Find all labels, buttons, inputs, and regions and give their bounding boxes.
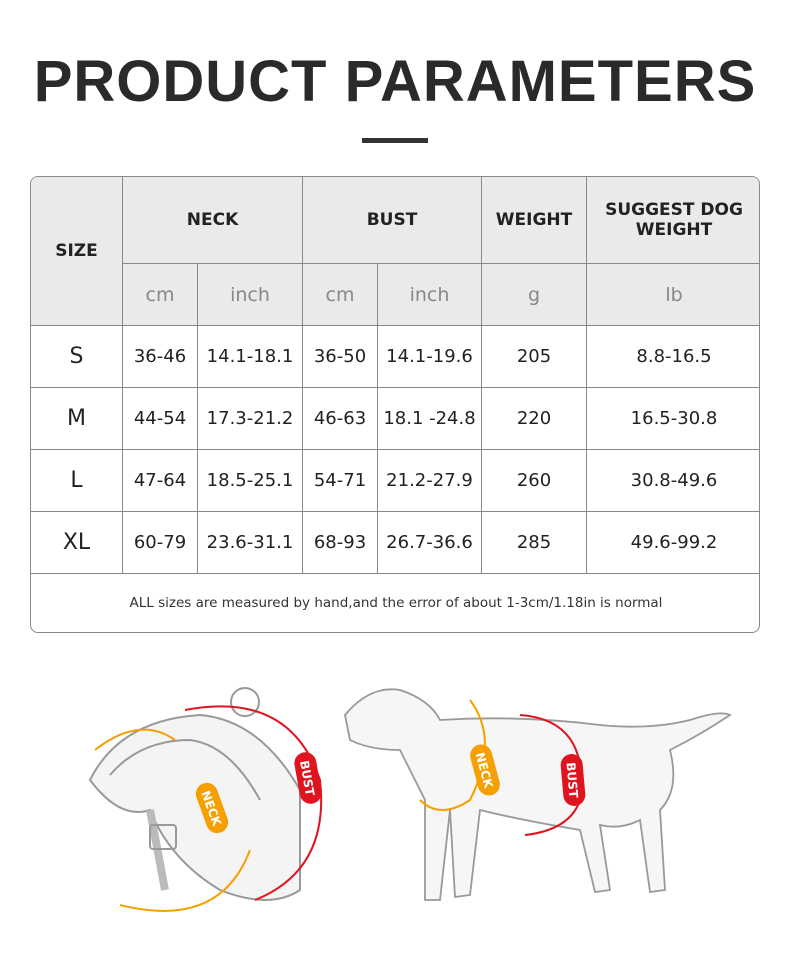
unit-cell: lb	[587, 264, 759, 326]
table-cell: 21.2-27.9	[378, 450, 482, 512]
table-cell: 47-64	[123, 450, 198, 512]
table-cell: 260	[482, 450, 587, 512]
table-cell: 36-46	[123, 326, 198, 388]
measurement-illustrations: NECK BUST NECK BUST	[0, 660, 790, 956]
table-cell: 60-79	[123, 512, 198, 574]
svg-text:BUST: BUST	[563, 762, 580, 800]
page-title: PRODUCT PARAMETERS	[33, 49, 757, 114]
table-cell: 14.1-19.6	[378, 326, 482, 388]
header-neck: NECK	[123, 177, 303, 264]
table-cell: 46-63	[303, 388, 378, 450]
table-cell: 18.1 -24.8	[378, 388, 482, 450]
harness-illustration	[88, 687, 301, 901]
table-cell: 30.8-49.6	[587, 450, 759, 512]
table-cell: 26.7-36.6	[378, 512, 482, 574]
unit-cell: g	[482, 264, 587, 326]
size-label: XL	[31, 512, 123, 574]
size-label: M	[31, 388, 123, 450]
table-cell: 220	[482, 388, 587, 450]
bust-badge-dog: BUST	[560, 754, 586, 806]
table-cell: 18.5-25.1	[198, 450, 303, 512]
table-cell: 14.1-18.1	[198, 326, 303, 388]
neck-badge-dog: NECK	[470, 744, 500, 796]
unit-cell: inch	[378, 264, 482, 326]
header-weight: WEIGHT	[482, 177, 587, 264]
table-cell: 54-71	[303, 450, 378, 512]
table-cell: 36-50	[303, 326, 378, 388]
dog-illustration	[344, 688, 732, 901]
measurement-note: ALL sizes are measured by hand,and the e…	[129, 595, 663, 611]
unit-cell: cm	[303, 264, 378, 326]
svg-text:BUST: BUST	[297, 759, 317, 797]
title-divider	[362, 138, 428, 143]
table-cell: 23.6-31.1	[198, 512, 303, 574]
bust-badge-harness: BUST	[294, 752, 322, 804]
size-label: L	[31, 450, 123, 512]
header-suggest-dog-weight: SUGGEST DOG WEIGHT	[587, 177, 759, 264]
table-cell: 205	[482, 326, 587, 388]
table-cell: 44-54	[123, 388, 198, 450]
table-cell: 49.6-99.2	[587, 512, 759, 574]
header-size: SIZE	[31, 177, 123, 326]
table-cell: 17.3-21.2	[198, 388, 303, 450]
size-table: SIZE NECK BUST WEIGHT SUGGEST DOG WEIGHT cm in…	[30, 176, 760, 633]
unit-cell: inch	[198, 264, 303, 326]
table-cell: 68-93	[303, 512, 378, 574]
size-label: S	[31, 326, 123, 388]
unit-cell: cm	[123, 264, 198, 326]
table-cell: 16.5-30.8	[587, 388, 759, 450]
table-cell: 8.8-16.5	[587, 326, 759, 388]
header-bust: BUST	[303, 177, 482, 264]
table-cell: 285	[482, 512, 587, 574]
